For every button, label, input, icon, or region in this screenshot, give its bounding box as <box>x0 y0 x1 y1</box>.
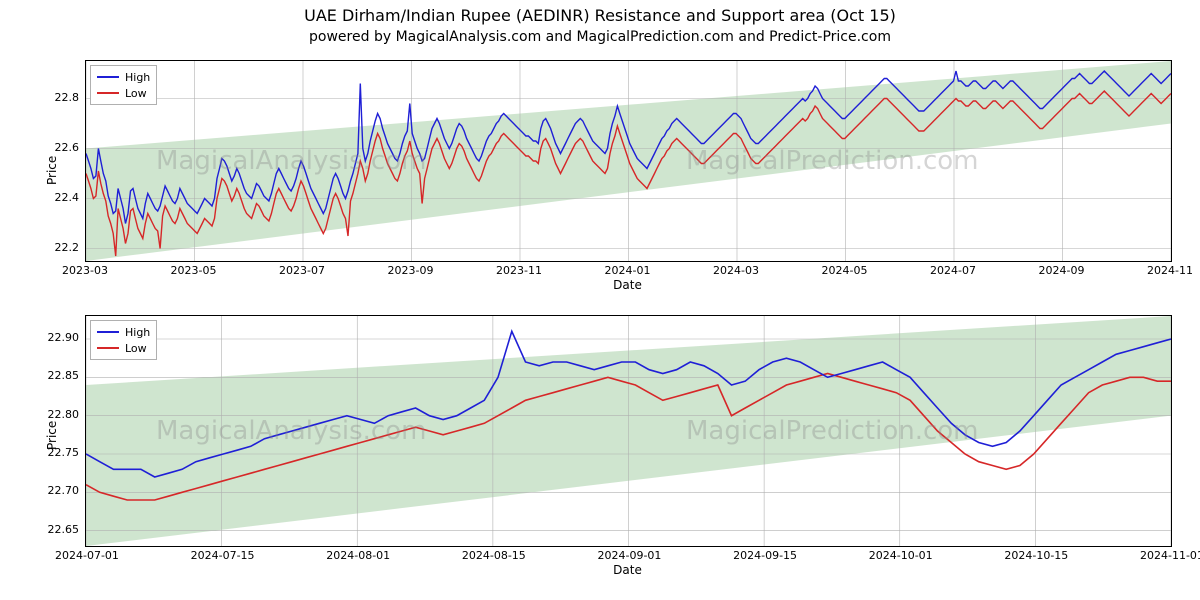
main-title: UAE Dirham/Indian Rupee (AEDINR) Resista… <box>0 6 1200 25</box>
page-root: { "titles": { "main": "UAE Dirham/Indian… <box>0 0 1200 600</box>
xtick-label: 2024-03 <box>706 264 766 277</box>
xtick-label: 2024-09 <box>1032 264 1092 277</box>
xtick-label: 2024-10-01 <box>869 549 929 562</box>
xtick-label: 2024-07 <box>923 264 983 277</box>
xtick-label: 2023-09 <box>381 264 441 277</box>
sub-title: powered by MagicalAnalysis.com and Magic… <box>0 29 1200 45</box>
xtick-label: 2024-05 <box>815 264 875 277</box>
xtick-label: 2024-07-15 <box>191 549 251 562</box>
legend-label-low: Low <box>125 87 147 100</box>
ytick-label: 22.75 <box>48 446 80 459</box>
xtick-label: 2024-11 <box>1140 264 1200 277</box>
xtick-label: 2023-05 <box>164 264 224 277</box>
ytick-label: 22.70 <box>48 484 80 497</box>
xlabel-top: Date <box>85 278 1170 292</box>
legend-row-high: High <box>97 324 150 340</box>
ylabel-top: Price <box>45 156 59 185</box>
legend-swatch-high <box>97 76 119 78</box>
ytick-label: 22.4 <box>55 191 80 204</box>
ytick-label: 22.8 <box>55 91 80 104</box>
legend-swatch-low <box>97 347 119 349</box>
legend-row-low: Low <box>97 340 150 356</box>
ytick-label: 22.2 <box>55 241 80 254</box>
ytick-label: 22.90 <box>48 331 80 344</box>
xlabel-bottom: Date <box>85 563 1170 577</box>
xtick-label: 2023-03 <box>55 264 115 277</box>
legend-label-high: High <box>125 71 150 84</box>
xtick-label: 2023-07 <box>272 264 332 277</box>
legend-label-low: Low <box>125 342 147 355</box>
legend-bottom: High Low <box>90 320 157 360</box>
legend-row-high: High <box>97 69 150 85</box>
chart-svg-bottom <box>86 316 1171 546</box>
xtick-label: 2024-08-01 <box>326 549 386 562</box>
legend-top: High Low <box>90 65 157 105</box>
xtick-label: 2024-09-01 <box>598 549 658 562</box>
xtick-label: 2024-10-15 <box>1004 549 1064 562</box>
chart-svg-top <box>86 61 1171 261</box>
ytick-label: 22.65 <box>48 523 80 536</box>
ytick-label: 22.80 <box>48 408 80 421</box>
xtick-label: 2024-09-15 <box>733 549 793 562</box>
ytick-label: 22.6 <box>55 141 80 154</box>
chart-panel-bottom: High Low MagicalAnalysis.com MagicalPred… <box>85 315 1172 547</box>
xtick-label: 2023-11 <box>489 264 549 277</box>
chart-titles: UAE Dirham/Indian Rupee (AEDINR) Resista… <box>0 0 1200 45</box>
legend-row-low: Low <box>97 85 150 101</box>
xtick-label: 2024-11-01 <box>1140 549 1200 562</box>
legend-label-high: High <box>125 326 150 339</box>
xtick-label: 2024-01 <box>598 264 658 277</box>
legend-swatch-high <box>97 331 119 333</box>
chart-panel-top: High Low MagicalAnalysis.com MagicalPred… <box>85 60 1172 262</box>
ytick-label: 22.85 <box>48 369 80 382</box>
xtick-label: 2024-08-15 <box>462 549 522 562</box>
legend-swatch-low <box>97 92 119 94</box>
xtick-label: 2024-07-01 <box>55 549 115 562</box>
